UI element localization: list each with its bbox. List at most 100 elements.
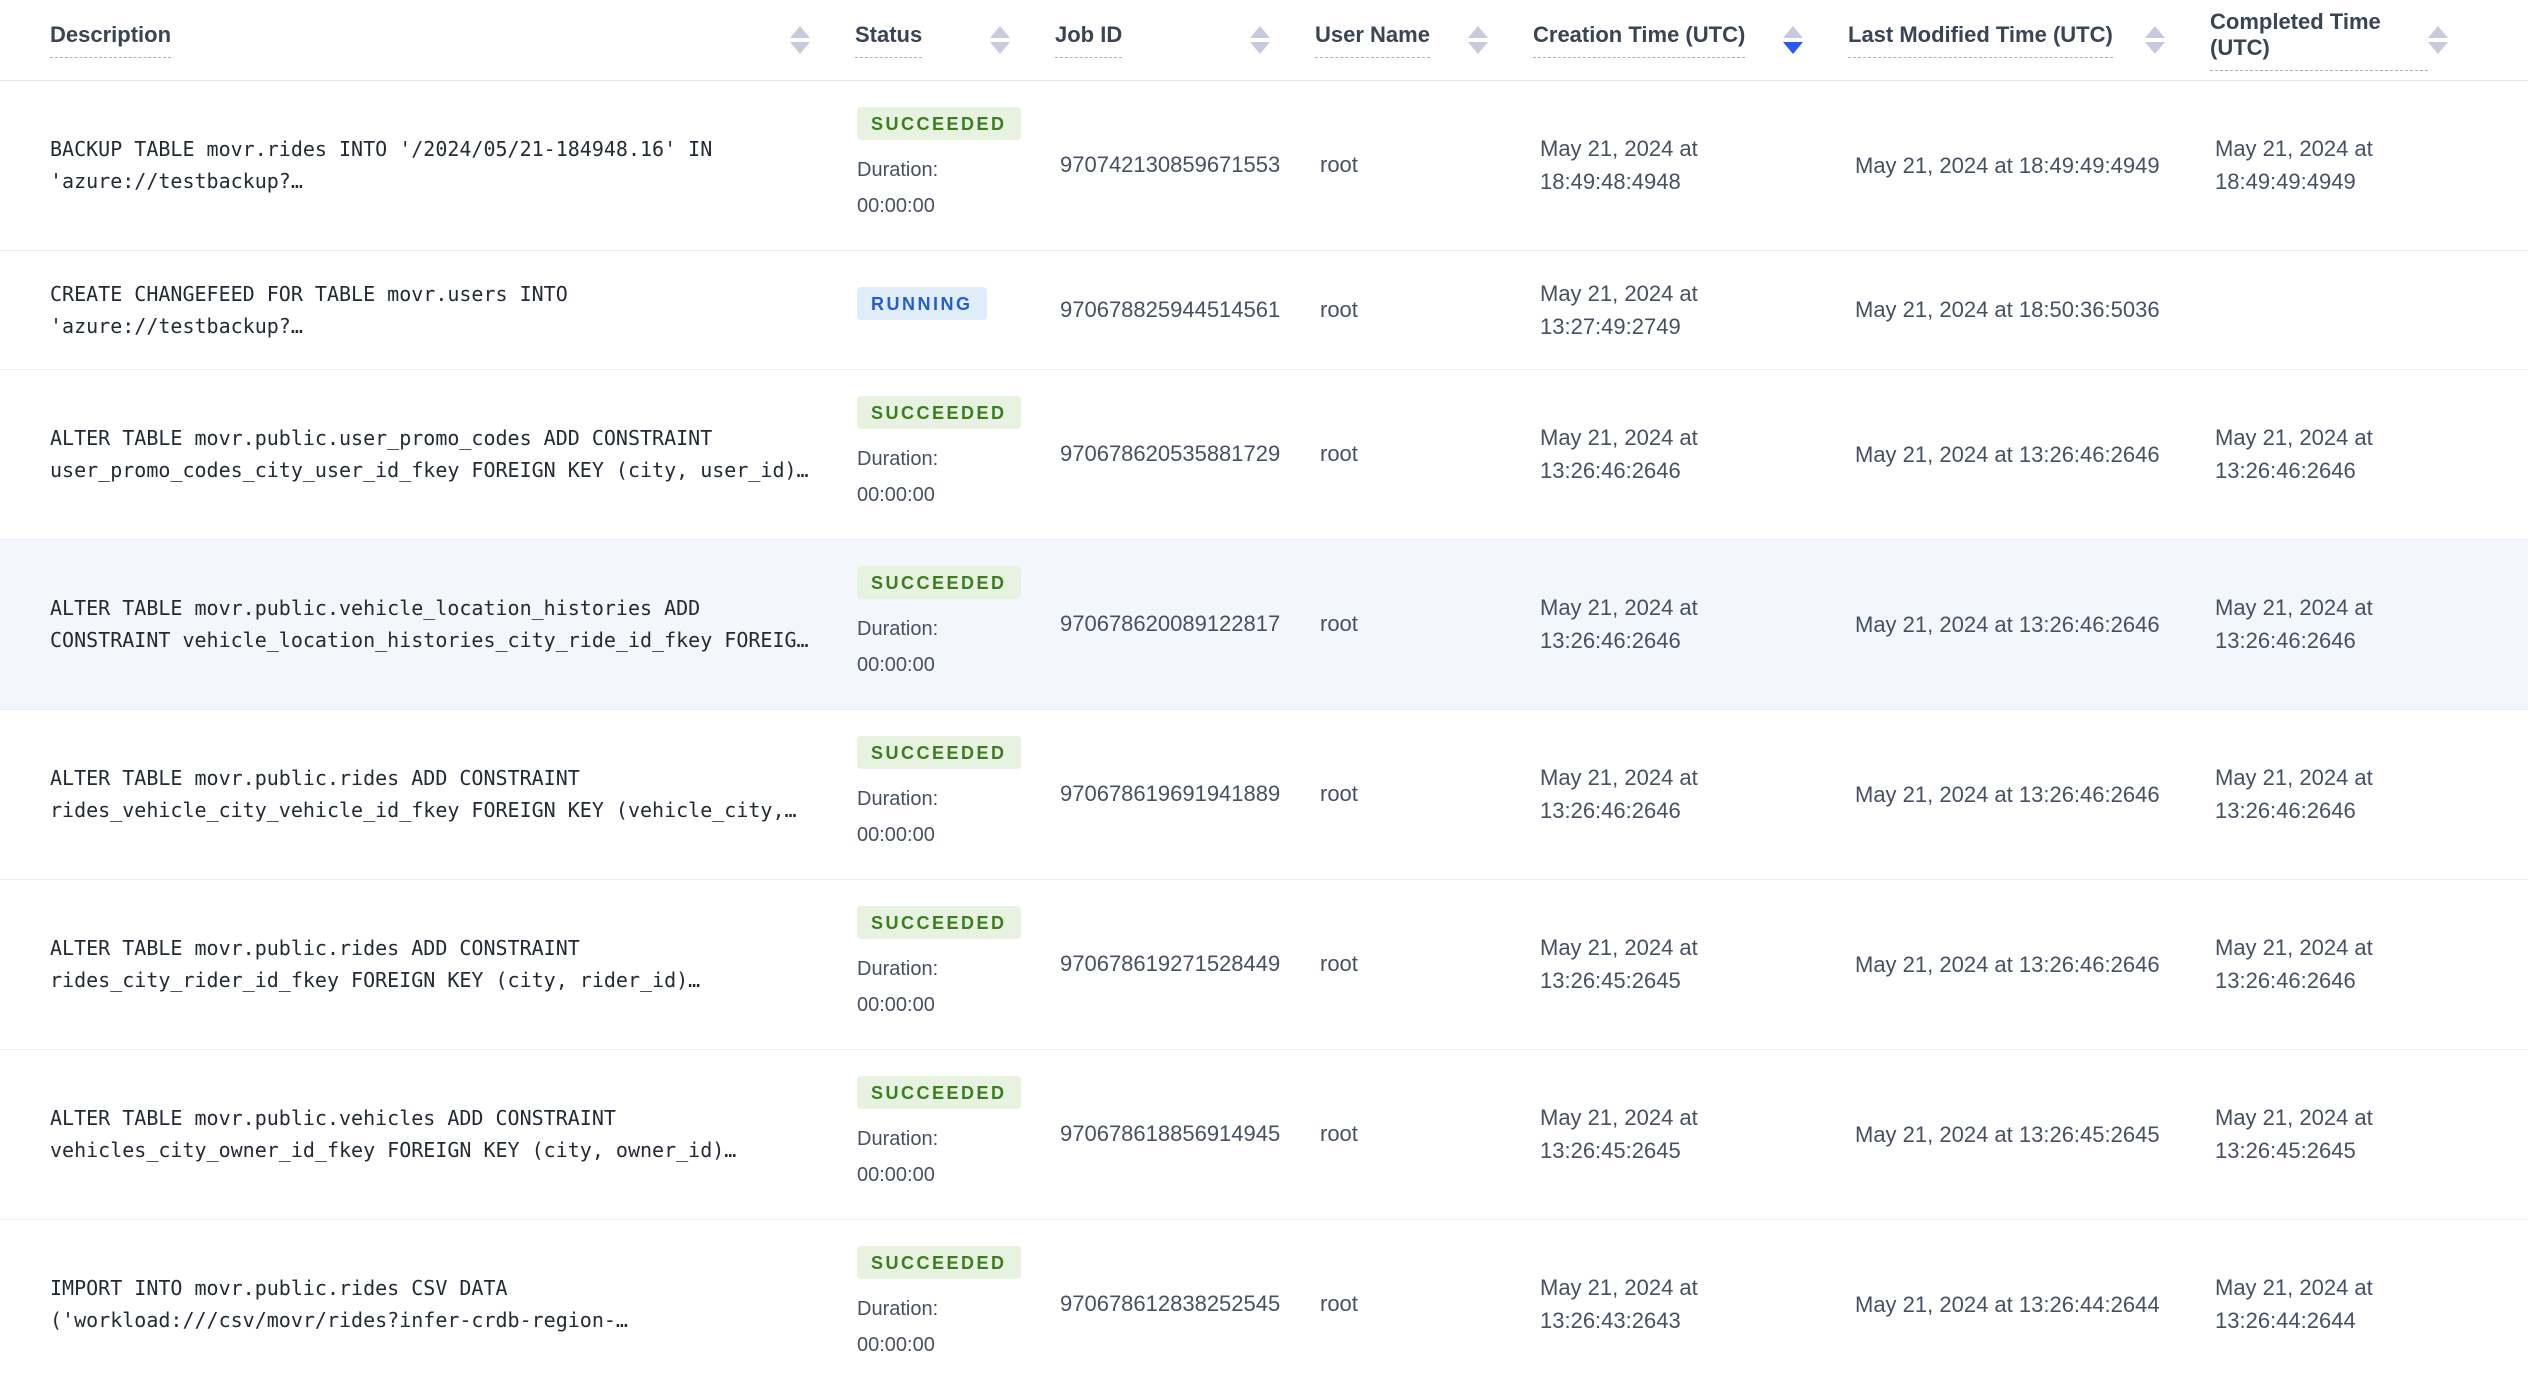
- column-label: Description: [50, 22, 172, 58]
- duration-label: Duration:: [857, 787, 939, 810]
- table-row[interactable]: ALTER TABLE movr.public.rides ADD CONSTR…: [0, 709, 2528, 880]
- user-name: root: [1315, 80, 1533, 251]
- status-badge: SUCCEEDED: [857, 395, 1021, 429]
- table-row[interactable]: IMPORT INTO movr.public.rides CSV DATA (…: [0, 1219, 2528, 1389]
- jobs-table-header: Description Status Job ID User Name: [0, 0, 2528, 81]
- completed-time: May 21, 2024 at 13:26:46:2646: [2215, 425, 2373, 483]
- job-description: ALTER TABLE movr.public.vehicles ADD CON…: [50, 1106, 737, 1162]
- duration-value: 00:00:00: [857, 194, 935, 217]
- last-modified-time: May 21, 2024 at 13:26:45:2645: [1855, 1121, 2160, 1147]
- sort-arrows-icon-active-desc: [1783, 25, 1803, 54]
- last-modified-time: May 21, 2024 at 13:26:46:2646: [1855, 611, 2160, 637]
- creation-time: May 21, 2024 at 18:49:48:4948: [1540, 136, 1698, 194]
- table-row[interactable]: ALTER TABLE movr.public.vehicle_location…: [0, 539, 2528, 710]
- column-header-user-name[interactable]: User Name: [1315, 0, 1533, 81]
- column-header-completed-time[interactable]: Completed Time (UTC): [2210, 0, 2528, 81]
- creation-time: May 21, 2024 at 13:26:46:2646: [1540, 595, 1698, 653]
- creation-time: May 21, 2024 at 13:26:46:2646: [1540, 765, 1698, 823]
- duration-value: 00:00:00: [857, 483, 935, 506]
- last-modified-time: May 21, 2024 at 18:49:49:4949: [1855, 152, 2160, 178]
- status-badge: SUCCEEDED: [857, 106, 1021, 140]
- user-name: root: [1315, 250, 1533, 370]
- status-badge: SUCCEEDED: [857, 1245, 1021, 1279]
- last-modified-time: May 21, 2024 at 13:26:44:2644: [1855, 1291, 2160, 1317]
- user-name: root: [1320, 1291, 1358, 1316]
- column-header-creation-time[interactable]: Creation Time (UTC): [1533, 0, 1848, 81]
- job-id: 970678618856914945: [1055, 1049, 1315, 1220]
- sort-arrows-icon: [1250, 25, 1270, 54]
- job-description: ALTER TABLE movr.public.vehicle_location…: [50, 596, 809, 652]
- column-header-job-id[interactable]: Job ID: [1055, 0, 1315, 81]
- duration-value: 00:00:00: [857, 1163, 935, 1186]
- duration-label: Duration:: [857, 617, 939, 640]
- jobs-table-body: BACKUP TABLE movr.rides INTO '/2024/05/2…: [0, 80, 2528, 1389]
- job-id: 970678620535881729: [1055, 369, 1315, 540]
- creation-time: May 21, 2024 at 13:26:45:2645: [1540, 935, 1698, 993]
- job-description: CREATE CHANGEFEED FOR TABLE movr.users I…: [50, 281, 568, 338]
- sort-arrows-icon: [990, 25, 1010, 54]
- status-badge: SUCCEEDED: [857, 905, 1021, 939]
- creation-time: May 21, 2024 at 13:26:43:2643: [1540, 1275, 1698, 1333]
- status-badge: SUCCEEDED: [857, 1075, 1021, 1109]
- table-row[interactable]: BACKUP TABLE movr.rides INTO '/2024/05/2…: [0, 80, 2528, 251]
- column-label: Last Modified Time (UTC): [1848, 22, 2113, 58]
- duration-label: Duration:: [857, 447, 939, 470]
- last-modified-time: May 21, 2024 at 18:50:36:5036: [1855, 297, 2160, 322]
- creation-time: May 21, 2024 at 13:26:46:2646: [1540, 425, 1698, 483]
- job-id: 970678825944514561: [1055, 250, 1315, 370]
- duration-label: Duration:: [857, 1127, 939, 1150]
- duration-value: 00:00:00: [857, 653, 935, 676]
- table-row[interactable]: ALTER TABLE movr.public.vehicles ADD CON…: [0, 1049, 2528, 1220]
- job-description: ALTER TABLE movr.public.user_promo_codes…: [50, 426, 809, 482]
- status-badge: SUCCEEDED: [857, 565, 1021, 599]
- job-id: 970678620089122817: [1055, 539, 1315, 710]
- column-header-description[interactable]: Description: [0, 0, 855, 81]
- duration-label: Duration:: [857, 1297, 939, 1320]
- user-name: root: [1315, 709, 1533, 880]
- job-id: 970678619271528449: [1055, 879, 1315, 1050]
- completed-time: May 21, 2024 at 13:26:46:2646: [2215, 935, 2373, 993]
- table-row[interactable]: ALTER TABLE movr.public.rides ADD CONSTR…: [0, 879, 2528, 1050]
- completed-time: May 21, 2024 at 13:26:44:2644: [2215, 1275, 2373, 1333]
- status-badge: SUCCEEDED: [857, 735, 1021, 769]
- last-modified-time: May 21, 2024 at 13:26:46:2646: [1855, 781, 2160, 807]
- sort-arrows-icon: [790, 25, 810, 54]
- job-description: BACKUP TABLE movr.rides INTO '/2024/05/2…: [50, 137, 713, 193]
- sort-arrows-icon: [1468, 25, 1488, 54]
- completed-time: May 21, 2024 at 18:49:49:4949: [2215, 136, 2373, 194]
- duration-value: 00:00:00: [857, 823, 935, 846]
- creation-time: May 21, 2024 at 13:26:45:2645: [1540, 1105, 1698, 1163]
- sort-arrows-icon: [2428, 25, 2448, 54]
- job-description: ALTER TABLE movr.public.rides ADD CONSTR…: [50, 766, 797, 822]
- column-label: User Name: [1315, 22, 1430, 58]
- sort-arrows-icon: [2145, 25, 2165, 54]
- user-name: root: [1315, 1049, 1533, 1220]
- column-label: Completed Time (UTC): [2210, 9, 2428, 71]
- user-name: root: [1315, 369, 1533, 540]
- column-label: Creation Time (UTC): [1533, 22, 1746, 58]
- job-id: 970678619691941889: [1055, 709, 1315, 880]
- last-modified-time: May 21, 2024 at 13:26:46:2646: [1855, 951, 2160, 977]
- duration-label: Duration:: [857, 957, 939, 980]
- job-id: 970678612838252545: [1060, 1291, 1281, 1316]
- table-row[interactable]: CREATE CHANGEFEED FOR TABLE movr.users I…: [0, 250, 2528, 370]
- column-header-status[interactable]: Status: [855, 0, 1055, 81]
- job-description: ALTER TABLE movr.public.rides ADD CONSTR…: [50, 936, 701, 992]
- completed-time: May 21, 2024 at 13:26:46:2646: [2215, 765, 2373, 823]
- duration-value: 00:00:00: [857, 1333, 935, 1356]
- job-id: 970742130859671553: [1055, 80, 1315, 251]
- duration-label: Duration:: [857, 158, 939, 181]
- completed-time: May 21, 2024 at 13:26:46:2646: [2215, 595, 2373, 653]
- creation-time: May 21, 2024 at 13:27:49:2749: [1540, 280, 1698, 339]
- column-header-last-modified-time[interactable]: Last Modified Time (UTC): [1848, 0, 2210, 81]
- user-name: root: [1315, 539, 1533, 710]
- job-description: IMPORT INTO movr.public.rides CSV DATA (…: [50, 1276, 628, 1332]
- status-badge: RUNNING: [857, 287, 987, 320]
- duration-value: 00:00:00: [857, 993, 935, 1016]
- last-modified-time: May 21, 2024 at 13:26:46:2646: [1855, 441, 2160, 467]
- completed-time: May 21, 2024 at 13:26:45:2645: [2215, 1105, 2373, 1163]
- table-row[interactable]: ALTER TABLE movr.public.user_promo_codes…: [0, 369, 2528, 540]
- column-label: Status: [855, 22, 923, 58]
- user-name: root: [1315, 879, 1533, 1050]
